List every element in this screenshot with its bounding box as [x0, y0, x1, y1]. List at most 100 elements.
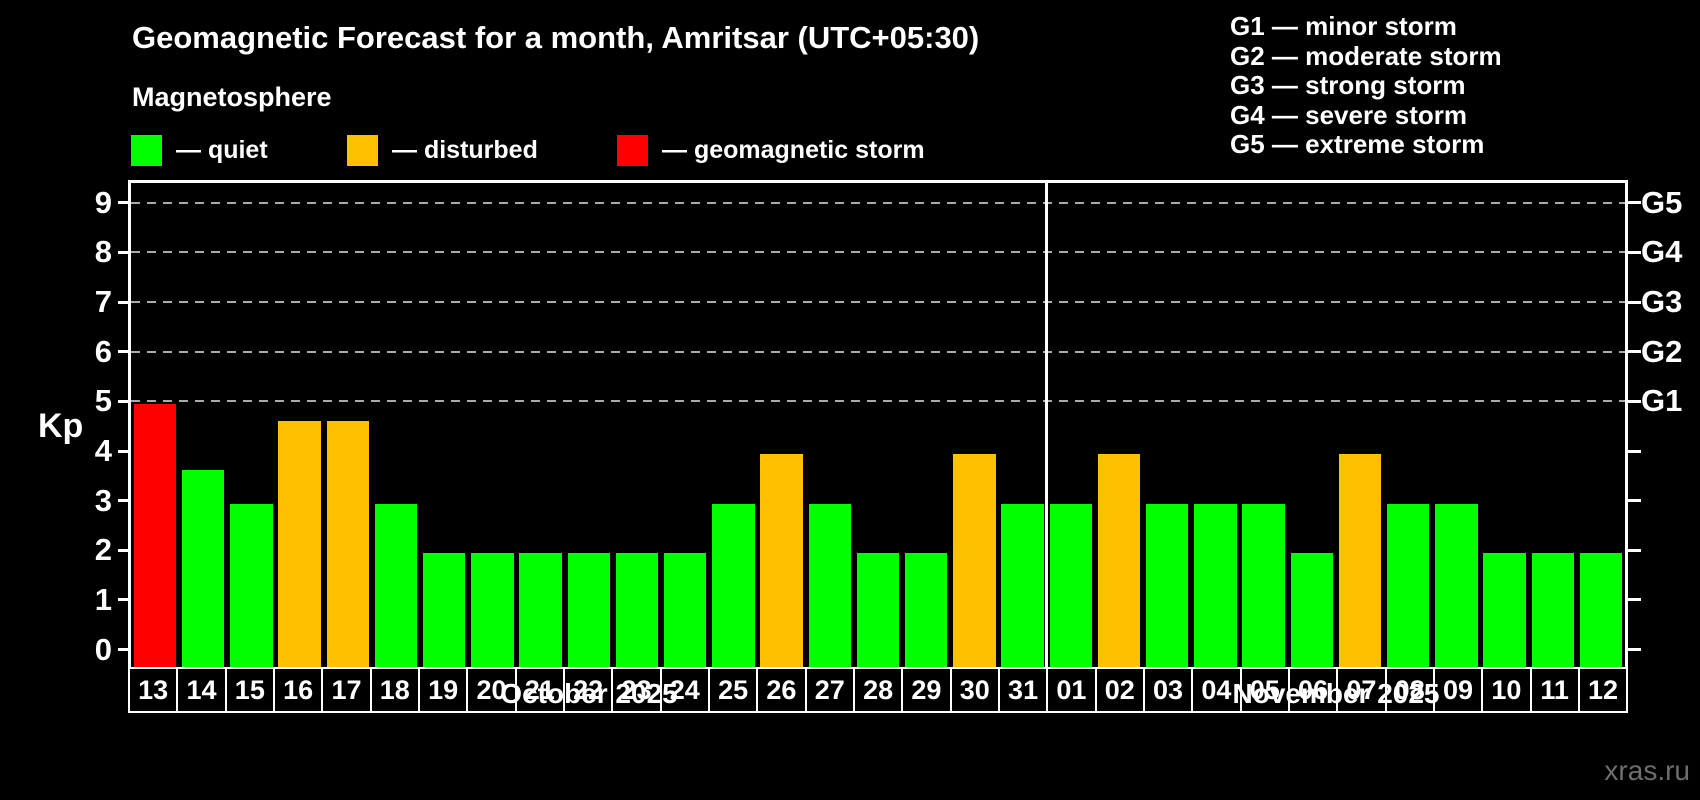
legend-item-quiet: — quiet — [131, 135, 268, 166]
month-label-october: October 2025 — [500, 678, 678, 709]
legend-label-quiet: — quiet — [176, 136, 268, 164]
day-cell-14: 14 — [176, 667, 227, 713]
day-cell-11: 11 — [1529, 667, 1580, 713]
gridline-kp5 — [131, 400, 1625, 403]
kp-bar-day-11 — [1531, 553, 1574, 670]
day-cell-23: 23 — [611, 667, 662, 713]
y-tick-label-0: 0 — [94, 631, 112, 667]
day-cell-27: 27 — [804, 667, 855, 713]
watermark: xras.ru — [1604, 755, 1690, 786]
left-tick-7 — [118, 300, 131, 304]
legend-item-disturbed: — disturbed — [347, 135, 538, 166]
kp-bar-day-27 — [808, 503, 851, 670]
kp-bar-day-15 — [230, 503, 273, 670]
kp-bar-day-08 — [1386, 503, 1430, 670]
kp-bar-day-24 — [664, 553, 707, 670]
quiet-color-swatch — [131, 135, 162, 166]
day-cell-09: 09 — [1432, 667, 1484, 713]
kp-bar-day-21 — [519, 553, 562, 670]
right-tick-0 — [1628, 648, 1641, 652]
left-tick-1 — [118, 598, 131, 602]
left-tick-8 — [118, 250, 131, 254]
left-tick-6 — [118, 350, 131, 354]
g5-legend-line: G5 — extreme storm — [1230, 129, 1485, 159]
kp-bar-day-22 — [567, 553, 611, 670]
day-cell-19: 19 — [417, 667, 469, 713]
kp-bar-day-05 — [1242, 503, 1285, 670]
gridline-kp8 — [131, 251, 1625, 254]
gridline-kp6 — [131, 350, 1625, 353]
day-cell-26: 26 — [756, 667, 807, 713]
day-cell-10: 10 — [1481, 667, 1532, 713]
right-tick-9 — [1628, 201, 1641, 205]
gridline-kp9 — [131, 201, 1625, 204]
kp-bar-day-29 — [904, 553, 948, 670]
day-cell-15: 15 — [224, 667, 275, 713]
kp-bar-day-04 — [1194, 503, 1237, 670]
left-tick-5 — [118, 399, 131, 403]
kp-bar-day-30 — [953, 454, 996, 670]
kp-bar-day-07 — [1338, 454, 1382, 670]
gridline-kp7 — [131, 301, 1625, 304]
kp-bar-day-17 — [326, 420, 370, 670]
kp-bar-day-03 — [1145, 503, 1189, 670]
day-cell-30: 30 — [949, 667, 1000, 713]
plot-area — [128, 180, 1628, 670]
g1-legend-line: G1 — minor storm — [1230, 11, 1457, 41]
kp-bar-day-10 — [1483, 553, 1526, 670]
left-tick-3 — [118, 499, 131, 503]
right-tick-6 — [1628, 350, 1641, 354]
left-tick-0 — [118, 648, 131, 652]
left-tick-9 — [118, 201, 131, 205]
y-tick-label-7: 7 — [94, 284, 112, 320]
day-cell-12: 12 — [1577, 667, 1629, 713]
kp-bar-day-28 — [856, 553, 900, 670]
g-scale-legend: G1 — minor storm G2 — moderate storm G3 … — [1230, 11, 1502, 160]
kp-bar-day-31 — [1001, 503, 1044, 670]
month-label-november: November 2025 — [1232, 678, 1440, 709]
day-axis-row: 13 14 15 16 17 18 19 20 21 22 23 24 25 26 27 28 29 30 31 01… — [128, 667, 1629, 713]
kp-bar-day-16 — [278, 420, 321, 670]
kp-bar-day-14 — [182, 470, 225, 670]
kp-bar-day-25 — [712, 503, 755, 670]
day-cell-24: 24 — [659, 667, 710, 713]
y-tick-label-5: 5 — [94, 383, 112, 419]
storm-color-swatch — [617, 135, 648, 166]
legend-label-storm: — geomagnetic storm — [662, 136, 925, 164]
day-cell-28: 28 — [852, 667, 904, 713]
y-axis-title: Kp — [38, 407, 84, 445]
kp-bar-day-01 — [1049, 503, 1092, 670]
day-cell-29: 29 — [901, 667, 952, 713]
y-tick-label-4: 4 — [94, 433, 112, 469]
y-tick-label-1: 1 — [94, 581, 112, 617]
g-axis-label-g5: G5 — [1641, 184, 1683, 220]
g-axis-label-g3: G3 — [1641, 284, 1683, 320]
g2-legend-line: G2 — moderate storm — [1230, 40, 1502, 71]
right-tick-8 — [1628, 250, 1641, 254]
day-cell-21: 21 — [514, 667, 565, 713]
y-tick-label-6: 6 — [94, 333, 112, 369]
legend-item-storm: — geomagnetic storm — [617, 135, 925, 166]
day-cell-01: 01 — [1046, 667, 1097, 713]
kp-bar-day-02 — [1097, 454, 1141, 670]
right-tick-1 — [1628, 598, 1641, 602]
right-tick-5 — [1628, 399, 1641, 403]
right-tick-4 — [1628, 449, 1641, 453]
y-tick-label-3: 3 — [94, 482, 112, 518]
kp-bar-day-23 — [615, 553, 659, 670]
day-cell-08: 08 — [1384, 667, 1435, 713]
left-tick-4 — [118, 449, 131, 453]
kp-bar-day-18 — [374, 503, 418, 670]
day-cell-03: 03 — [1142, 667, 1194, 713]
right-tick-7 — [1628, 300, 1641, 304]
legend-label-disturbed: — disturbed — [392, 136, 538, 164]
y-tick-label-2: 2 — [94, 532, 112, 568]
g3-legend-line: G3 — strong storm — [1230, 70, 1466, 100]
page-title: Geomagnetic Forecast for a month, Amrits… — [132, 20, 980, 55]
day-cell-18: 18 — [369, 667, 420, 713]
day-cell-02: 02 — [1094, 667, 1145, 713]
kp-bar-day-09 — [1435, 503, 1478, 670]
y-tick-label-8: 8 — [94, 234, 112, 270]
day-cell-31: 31 — [997, 667, 1049, 713]
